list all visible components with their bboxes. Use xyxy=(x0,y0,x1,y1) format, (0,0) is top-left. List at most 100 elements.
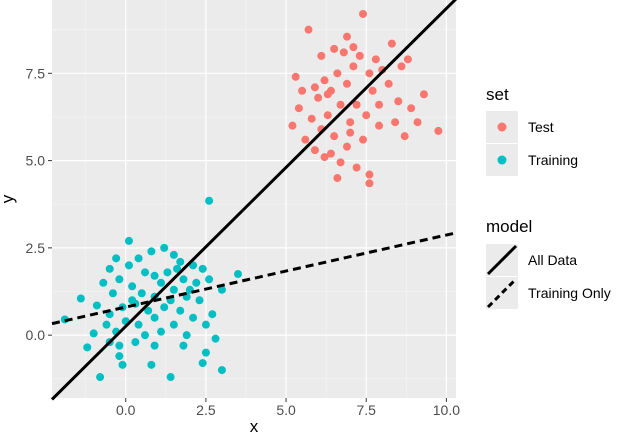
legend-label-training-only: Training Only xyxy=(528,285,611,301)
point-training xyxy=(179,341,188,350)
point-training xyxy=(160,243,169,252)
point-test xyxy=(346,118,355,127)
y-tick-label: 7.5 xyxy=(26,65,46,81)
point-test xyxy=(359,135,368,144)
point-training xyxy=(147,360,156,369)
point-test xyxy=(342,142,351,151)
point-test xyxy=(352,100,361,109)
point-training xyxy=(163,268,172,277)
point-test xyxy=(333,69,342,78)
point-test xyxy=(330,44,339,53)
legend-label-all-data: All Data xyxy=(528,252,577,268)
point-test xyxy=(336,158,345,167)
legend-key-test xyxy=(497,122,507,132)
point-test xyxy=(317,51,326,60)
point-test xyxy=(365,69,374,78)
point-training xyxy=(118,360,127,369)
legend-key-training xyxy=(497,155,507,165)
legend-label-training: Training xyxy=(528,152,578,168)
point-test xyxy=(391,118,400,127)
point-training xyxy=(105,264,114,273)
point-training xyxy=(189,313,198,322)
point-training xyxy=(134,254,143,263)
point-test xyxy=(362,111,371,120)
point-test xyxy=(323,111,332,120)
point-training xyxy=(150,313,159,322)
point-training xyxy=(150,271,159,280)
point-training xyxy=(89,329,98,338)
legend-key-all-data xyxy=(486,244,518,276)
point-test xyxy=(355,51,364,60)
point-test xyxy=(310,146,319,155)
point-training xyxy=(166,373,175,382)
legend-label-test: Test xyxy=(528,119,554,135)
point-training xyxy=(144,306,153,315)
point-training xyxy=(137,289,146,298)
point-training xyxy=(169,320,178,329)
major-gridlines xyxy=(52,0,456,398)
point-test xyxy=(434,126,443,135)
point-test xyxy=(301,135,310,144)
point-training xyxy=(157,327,166,336)
x-tick-label: 5.0 xyxy=(276,402,296,418)
point-training xyxy=(233,270,242,279)
point-training xyxy=(83,343,92,352)
point-training xyxy=(102,320,111,329)
legend-model-title: model xyxy=(486,217,532,236)
points-layer xyxy=(60,9,443,382)
point-training xyxy=(140,331,149,340)
point-training xyxy=(147,247,156,256)
point-test xyxy=(349,43,358,52)
point-training xyxy=(131,338,140,347)
axes: 0.0 2.5 5.0 7.5 10.0 0.0 2.5 5.0 7.5 xyxy=(26,65,461,418)
point-test xyxy=(394,97,403,106)
point-test xyxy=(339,48,348,57)
x-tick-label: 10.0 xyxy=(433,402,460,418)
y-tick-label: 0.0 xyxy=(26,327,46,343)
line-all-data xyxy=(50,0,458,401)
point-test xyxy=(375,121,384,130)
point-test xyxy=(375,100,384,109)
legend-key-training-only xyxy=(486,277,518,309)
point-test xyxy=(371,55,380,64)
point-test xyxy=(288,121,297,130)
minor-gridlines xyxy=(52,0,456,398)
point-test xyxy=(330,132,339,141)
point-training xyxy=(201,348,210,357)
point-test xyxy=(333,174,342,183)
point-training xyxy=(150,341,159,350)
point-training xyxy=(182,331,191,340)
point-test xyxy=(413,118,422,127)
point-training xyxy=(99,278,108,287)
regression-lines xyxy=(50,0,458,401)
x-tick-label: 0.0 xyxy=(116,402,136,418)
point-training xyxy=(76,294,85,303)
point-training xyxy=(205,275,214,284)
x-tick-label: 2.5 xyxy=(196,402,216,418)
point-training xyxy=(205,196,214,205)
point-training xyxy=(140,268,149,277)
point-training xyxy=(192,278,201,287)
point-training xyxy=(108,289,117,298)
point-training xyxy=(96,373,105,382)
point-test xyxy=(352,163,361,172)
point-training xyxy=(128,296,137,305)
point-training xyxy=(115,341,124,350)
point-training xyxy=(112,254,121,263)
point-test xyxy=(326,149,335,158)
point-training xyxy=(176,257,185,266)
point-training xyxy=(198,359,207,368)
point-test xyxy=(342,79,351,88)
y-tick-label: 5.0 xyxy=(26,153,46,169)
point-test xyxy=(298,86,307,95)
point-test xyxy=(400,132,409,141)
line-training-only xyxy=(51,231,457,326)
point-test xyxy=(397,62,406,71)
point-training xyxy=(169,250,178,259)
point-test xyxy=(365,179,374,188)
point-test xyxy=(294,104,303,113)
point-test xyxy=(346,128,355,137)
point-test xyxy=(320,153,329,162)
point-training xyxy=(128,282,137,291)
